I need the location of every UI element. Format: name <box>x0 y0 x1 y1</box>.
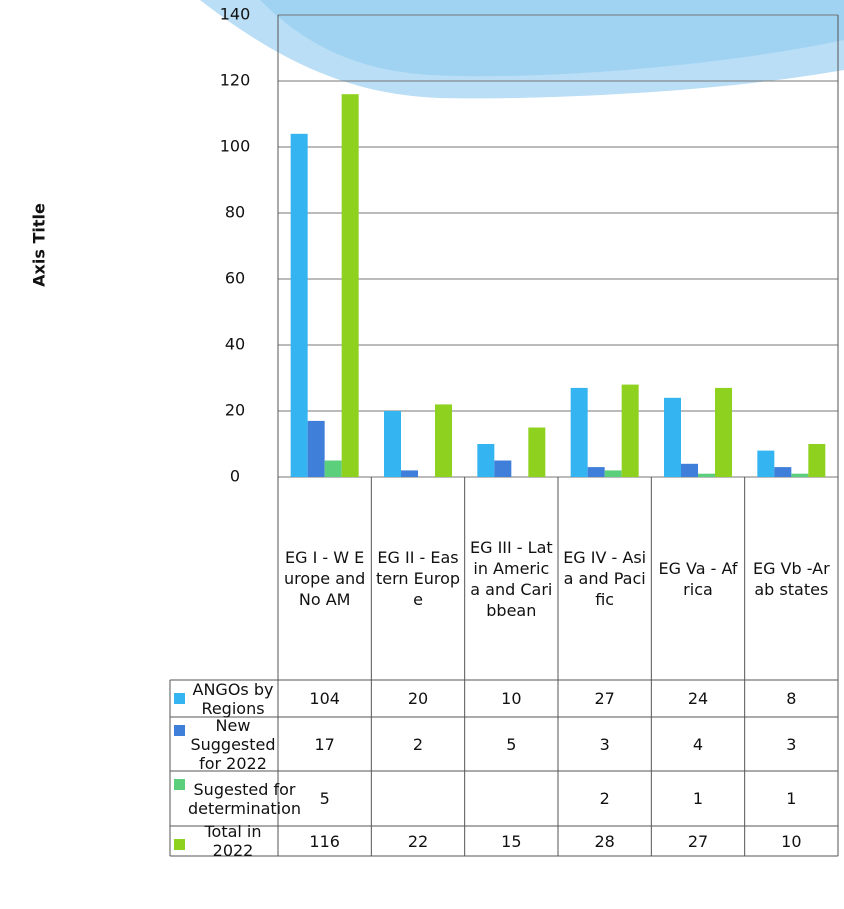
x-tick-label: EG II - Eastern Europe <box>375 548 461 609</box>
bar <box>808 444 826 477</box>
table-cell: 5 <box>319 789 330 808</box>
y-tick-label: 20 <box>225 401 245 420</box>
table-cell: 10 <box>781 831 802 851</box>
legend-entry: Total in 2022 <box>170 822 278 860</box>
bar <box>290 133 308 478</box>
table-cell: 15 <box>501 831 522 851</box>
x-tick-label: EG IV - Asia and Pacific <box>563 548 647 609</box>
table-cell: 5 <box>506 734 517 754</box>
table-cell: 27 <box>687 831 709 851</box>
table-cell: 104 <box>309 689 340 708</box>
table-cell: 4 <box>692 734 704 754</box>
bar <box>401 470 418 477</box>
legend-key <box>174 725 185 736</box>
bar <box>307 420 325 477</box>
decor-wave <box>260 0 844 77</box>
table-cell: 10 <box>501 689 522 708</box>
bar <box>341 94 359 477</box>
y-tick-label: 40 <box>225 335 245 354</box>
table-cell: 1 <box>786 789 797 808</box>
table-cell: 3 <box>599 734 610 754</box>
y-tick-label: 120 <box>220 71 251 90</box>
x-tick-label: EG Vb -Arab states <box>752 558 830 599</box>
bar <box>494 460 512 477</box>
y-tick-label: 100 <box>220 137 251 156</box>
legend-label: Sugested for determination <box>188 779 302 818</box>
table-cell: 2 <box>599 789 610 808</box>
legend-key <box>174 693 185 704</box>
legend-entry: ANGOs by Regions <box>170 679 278 718</box>
bar <box>664 397 681 477</box>
table-cell: 116 <box>309 831 340 851</box>
y-tick-label: 60 <box>225 269 245 288</box>
x-tick-label: EG Va - Africa <box>658 558 738 599</box>
y-axis-title: Axis Title <box>30 203 49 287</box>
table-cell: 24 <box>687 689 709 708</box>
legend-label: Total in 2022 <box>204 822 262 860</box>
bar <box>528 427 546 477</box>
x-tick-label: EG I - W Europe and No AM <box>283 548 366 609</box>
table-cell: 20 <box>407 689 429 708</box>
bar <box>757 450 775 477</box>
bar <box>477 444 495 477</box>
legend-entry: New Suggested for 2022 <box>170 715 278 773</box>
bar <box>324 460 342 477</box>
bar <box>587 467 605 477</box>
table-cell: 8 <box>786 689 797 708</box>
table-cell: 17 <box>314 734 335 754</box>
bar <box>621 384 639 477</box>
bar <box>715 387 732 477</box>
bar <box>774 467 792 477</box>
y-tick-label: 80 <box>225 203 245 222</box>
x-tick-label: EG III - Latin America and Caribbean <box>469 537 553 620</box>
legend-label: ANGOs by Regions <box>192 679 274 718</box>
table-cell: 22 <box>407 831 429 851</box>
table-cell: 2 <box>412 734 424 754</box>
table-cell: 28 <box>594 831 615 851</box>
bar <box>698 473 715 477</box>
y-tick-label: 140 <box>220 5 251 24</box>
legend-key <box>174 839 185 850</box>
legend-key <box>174 779 185 790</box>
bar <box>791 473 809 477</box>
table-cell: 27 <box>594 689 615 708</box>
bar <box>681 463 698 477</box>
bar <box>435 404 452 477</box>
table-cell: 3 <box>786 734 797 754</box>
table-cell: 1 <box>692 789 704 808</box>
legend-label: New Suggested for 2022 <box>190 715 276 773</box>
bar <box>604 470 622 477</box>
legend-entry: Sugested for determination <box>170 771 301 826</box>
bar <box>384 411 401 477</box>
bar <box>570 387 588 477</box>
y-tick-label: 0 <box>230 467 240 486</box>
